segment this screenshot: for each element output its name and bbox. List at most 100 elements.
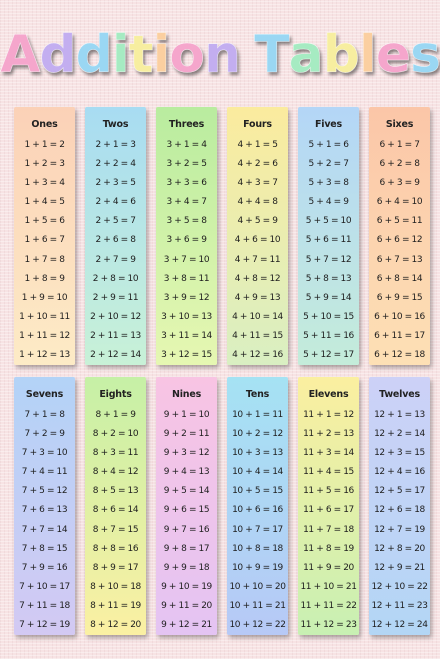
equation: 8 + 12 = 20 <box>90 620 141 631</box>
equation: 8 + 1 = 9 <box>95 410 136 420</box>
equation: 3 + 4 = 7 <box>166 197 207 208</box>
equation: 10 + 12 = 22 <box>229 620 286 631</box>
equation: 12 + 6 = 18 <box>374 505 425 516</box>
equation: 2 + 10 = 12 <box>90 311 141 322</box>
equation: 8 + 9 = 17 <box>92 562 139 573</box>
equation: 8 + 2 = 10 <box>92 429 139 440</box>
equation: 11 + 1 = 12 <box>303 410 354 420</box>
equation: 7 + 3 = 10 <box>21 448 68 459</box>
table-title: Twelves <box>379 389 420 400</box>
equation: 4 + 12 = 16 <box>232 350 283 361</box>
equation: 9 + 4 = 13 <box>163 467 210 478</box>
equation: 1 + 10 = 11 <box>19 311 70 322</box>
equation: 5 + 1 = 6 <box>308 140 349 150</box>
equation: 2 + 3 = 5 <box>95 178 136 189</box>
equation: 12 + 1 = 13 <box>374 410 425 420</box>
equation: 7 + 1 = 8 <box>24 410 65 420</box>
equation: 9 + 8 = 17 <box>163 543 210 554</box>
table-title: Fours <box>243 119 272 130</box>
equation: 9 + 5 = 14 <box>163 486 210 497</box>
table-card-ones: Ones 1 + 1 = 2 1 + 2 = 3 1 + 3 = 4 1 + 4 = 5… <box>14 107 75 365</box>
equation: 3 + 10 = 13 <box>161 311 212 322</box>
equation: 6 + 11 = 17 <box>374 330 425 341</box>
equation: 8 + 8 = 16 <box>92 543 139 554</box>
table-title: Threes <box>168 119 205 130</box>
equation: 5 + 12 = 17 <box>303 350 354 361</box>
equation: 6 + 7 = 13 <box>376 254 423 265</box>
equation: 12 + 4 = 16 <box>374 467 425 478</box>
equation: 3 + 7 = 10 <box>163 254 210 265</box>
equation: 2 + 1 = 3 <box>95 140 136 150</box>
table-card-twos: Twos 2 + 1 = 3 2 + 2 = 4 2 + 3 = 5 2 + 4 = 6… <box>85 107 146 365</box>
equation: 1 + 7 = 8 <box>24 254 65 265</box>
equation: 12 + 7 = 19 <box>374 524 425 535</box>
title-letter: l <box>358 25 377 85</box>
equation: 7 + 6 = 13 <box>21 505 68 516</box>
equation: 5 + 7 = 12 <box>305 254 352 265</box>
equation: 7 + 7 = 14 <box>21 524 68 535</box>
title-letter: b <box>322 25 360 85</box>
equation: 8 + 11 = 19 <box>90 600 141 611</box>
equation: 3 + 2 = 5 <box>166 159 207 170</box>
equation: 12 + 3 = 15 <box>374 448 425 459</box>
equation: 5 + 2 = 7 <box>308 159 349 170</box>
equation: 11 + 2 = 13 <box>303 429 354 440</box>
equation: 9 + 2 = 11 <box>163 429 210 440</box>
equation: 11 + 5 = 16 <box>303 486 354 497</box>
equation: 5 + 5 = 10 <box>305 216 352 227</box>
equation: 12 + 2 = 14 <box>374 429 425 440</box>
table-title: Twos <box>102 119 129 130</box>
equation: 12 + 10 = 22 <box>371 581 428 592</box>
equation: 3 + 5 = 8 <box>166 216 207 227</box>
equation: 5 + 8 = 13 <box>305 273 352 284</box>
equation: 6 + 9 = 15 <box>376 292 423 303</box>
equation: 11 + 6 = 17 <box>303 505 354 516</box>
equation: 2 + 9 = 11 <box>92 292 139 303</box>
equation: 5 + 6 = 11 <box>305 235 352 246</box>
equation: 4 + 8 = 12 <box>234 273 281 284</box>
table-card-twelves: Twelves 12 + 1 = 13 12 + 2 = 14 12 + 3 = 15… <box>369 377 430 635</box>
title-letter: o <box>169 25 205 85</box>
equation: 4 + 3 = 7 <box>237 178 278 189</box>
equation: 2 + 8 = 10 <box>92 273 139 284</box>
equation: 2 + 2 = 4 <box>95 159 136 170</box>
equation: 1 + 9 = 10 <box>21 292 68 303</box>
equation: 9 + 1 = 10 <box>163 410 210 420</box>
equation: 11 + 8 = 19 <box>303 543 354 554</box>
equation: 10 + 7 = 17 <box>232 524 283 535</box>
equation: 6 + 5 = 11 <box>376 216 423 227</box>
tables-row-bottom: Sevens 7 + 1 = 8 7 + 2 = 9 7 + 3 = 10 7 + 4 … <box>14 377 430 635</box>
equation: 4 + 2 = 6 <box>237 159 278 170</box>
equation: 1 + 5 = 6 <box>24 216 65 227</box>
table-card-nines: Nines 9 + 1 = 10 9 + 2 = 11 9 + 3 = 12 9 + 4… <box>156 377 217 635</box>
equation: 6 + 6 = 12 <box>376 235 423 246</box>
equation: 10 + 3 = 13 <box>232 448 283 459</box>
table-card-sixes: Sixes 6 + 1 = 7 6 + 2 = 8 6 + 3 = 9 6 + 4 = … <box>369 107 430 365</box>
equation: 4 + 1 = 5 <box>237 140 278 150</box>
equation: 2 + 7 = 9 <box>95 254 136 265</box>
title-letter: d <box>39 25 77 85</box>
equation: 1 + 8 = 9 <box>24 273 65 284</box>
equation: 1 + 2 = 3 <box>24 159 65 170</box>
equation: 6 + 8 = 14 <box>376 273 423 284</box>
equation: 12 + 9 = 21 <box>374 562 425 573</box>
equation: 3 + 1 = 4 <box>166 140 207 150</box>
equation: 4 + 11 = 15 <box>232 330 283 341</box>
equation: 3 + 11 = 14 <box>161 330 212 341</box>
title-letter: i <box>152 25 170 85</box>
equation: 3 + 9 = 12 <box>163 292 210 303</box>
equation: 9 + 6 = 15 <box>163 505 210 516</box>
equation: 2 + 12 = 14 <box>90 350 141 361</box>
equation: 12 + 11 = 23 <box>371 600 428 611</box>
equation: 11 + 10 = 21 <box>300 581 357 592</box>
equation: 12 + 5 = 17 <box>374 486 425 497</box>
equation: 11 + 7 = 18 <box>303 524 354 535</box>
equation: 11 + 4 = 15 <box>303 467 354 478</box>
equation: 6 + 2 = 8 <box>379 159 420 170</box>
equation: 8 + 3 = 11 <box>92 448 139 459</box>
equation: 4 + 10 = 14 <box>232 311 283 322</box>
table-title: Tens <box>245 389 270 400</box>
equation: 5 + 9 = 14 <box>305 292 352 303</box>
table-card-fours: Fours 4 + 1 = 5 4 + 2 = 6 4 + 3 = 7 4 + 4 = … <box>227 107 288 365</box>
equation: 6 + 4 = 10 <box>376 197 423 208</box>
